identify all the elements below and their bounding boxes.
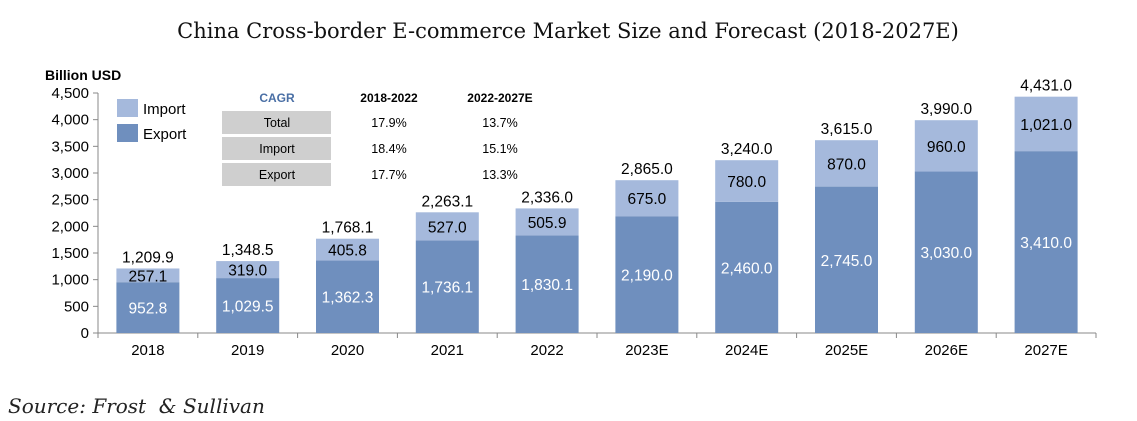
legend-label-export: Export — [143, 126, 187, 143]
data-label-total: 3,615.0 — [821, 121, 873, 138]
y-tick-label: 3,500 — [51, 138, 89, 155]
bar-export — [216, 278, 280, 333]
data-label-total: 1,209.9 — [122, 249, 174, 266]
cagr-column-header: 2022-2027E — [467, 91, 532, 105]
data-label-import: 319.0 — [228, 263, 267, 280]
x-tick-label: 2026E — [925, 342, 968, 359]
bar-import — [914, 120, 978, 172]
bar-import — [815, 140, 878, 187]
data-label-import: 870.0 — [827, 156, 866, 173]
data-label-export: 1,029.5 — [222, 299, 274, 316]
cagr-cell: 17.9% — [371, 116, 406, 130]
data-label-export: 2,460.0 — [721, 260, 773, 277]
cagr-row-label: Total — [264, 116, 290, 130]
cagr-table: CAGR 2018-2022 2022-2027E Total 17.9% 13… — [222, 91, 533, 186]
bar-import — [715, 160, 779, 202]
data-label-total: 2,865.0 — [621, 161, 673, 178]
bar-import — [116, 268, 180, 283]
data-label-export: 1,362.3 — [322, 290, 374, 307]
data-label-total: 4,431.0 — [1020, 78, 1072, 95]
x-tick-label: 2019 — [231, 342, 264, 359]
data-label-export: 3,410.0 — [1020, 235, 1072, 252]
data-label-export: 2,745.0 — [821, 253, 873, 270]
x-tick-label: 2024E — [725, 342, 768, 359]
legend-swatch-export — [117, 124, 138, 142]
chart-title: China Cross-border E-commerce Market Siz… — [177, 19, 959, 43]
data-label-import: 405.8 — [328, 243, 367, 260]
y-tick-label: 500 — [64, 298, 89, 315]
legend-swatch-import — [117, 99, 138, 117]
bar-import — [615, 180, 679, 217]
data-label-total: 3,240.0 — [721, 141, 773, 158]
legend: Import Export — [117, 99, 187, 143]
cagr-row-label-bg — [222, 111, 331, 134]
data-label-export: 3,030.0 — [920, 245, 972, 262]
bar-export — [116, 282, 180, 333]
bar-export — [815, 186, 878, 333]
data-label-total: 1,348.5 — [222, 242, 274, 259]
x-tick-label: 2023E — [625, 342, 668, 359]
data-label-export: 2,190.0 — [621, 268, 673, 285]
y-tick-label: 2,000 — [51, 218, 89, 235]
bar-export — [316, 260, 379, 333]
bars: 952.8 257.1 1,209.9 1,029.5 319.0 1,348.5 1,36… — [116, 78, 1078, 333]
cagr-cell: 15.1% — [482, 142, 517, 156]
x-tick-label: 2027E — [1024, 342, 1067, 359]
y-tick-label: 0 — [81, 325, 89, 342]
bar-export — [515, 235, 579, 333]
bar-import — [1014, 96, 1078, 152]
bar-import — [216, 261, 280, 279]
y-axis: 0 500 1,000 1,500 2,000 2,500 3,000 3,500 4,000 4… — [51, 85, 99, 342]
bar-export — [415, 240, 479, 333]
cagr-row-label-bg — [222, 137, 331, 160]
bar-export — [1014, 151, 1078, 333]
data-label-total: 3,990.0 — [920, 101, 972, 118]
bar-export — [715, 201, 779, 333]
x-tick-label: 2022 — [530, 342, 563, 359]
data-label-export: 952.8 — [129, 301, 168, 318]
cagr-column-header: 2018-2022 — [360, 91, 418, 105]
source-note: Source: Frost & Sullivan — [8, 394, 265, 418]
data-label-import: 527.0 — [428, 219, 467, 236]
cagr-title: CAGR — [259, 91, 295, 105]
data-label-import: 960.0 — [927, 139, 966, 156]
data-label-total: 2,336.0 — [521, 189, 573, 206]
y-tick-label: 4,500 — [51, 85, 89, 102]
x-tick-label: 2018 — [131, 342, 164, 359]
bar-import — [316, 238, 379, 261]
y-tick-label: 3,000 — [51, 165, 89, 182]
y-tick-label: 2,500 — [51, 192, 89, 209]
x-tick-label: 2021 — [431, 342, 464, 359]
data-label-export: 1,736.1 — [421, 280, 473, 297]
data-label-import: 257.1 — [129, 268, 168, 285]
bar-export — [615, 216, 679, 333]
cagr-cell: 13.3% — [482, 168, 517, 182]
data-label-total: 2,263.1 — [421, 193, 473, 210]
x-tick-label: 2025E — [825, 342, 868, 359]
bar-import — [415, 212, 479, 241]
y-tick-label: 1,000 — [51, 272, 89, 289]
y-axis-label: Billion USD — [45, 67, 121, 83]
bar-export — [914, 171, 978, 333]
legend-label-import: Import — [143, 101, 186, 118]
data-label-import: 505.9 — [528, 215, 567, 232]
data-label-total: 1,768.1 — [322, 220, 374, 237]
y-tick-label: 1,500 — [51, 245, 89, 262]
data-label-import: 1,021.0 — [1020, 117, 1072, 134]
data-label-import: 675.0 — [628, 191, 667, 208]
cagr-row-label-bg — [222, 163, 331, 186]
data-label-import: 780.0 — [727, 174, 766, 191]
bar-import — [515, 208, 579, 236]
cagr-cell: 17.7% — [371, 168, 406, 182]
cagr-row-label: Import — [259, 142, 295, 156]
x-axis: 2018 2019 2020 2021 2022 2023E 2024E 2025E 2026E… — [97, 332, 1097, 359]
cagr-cell: 18.4% — [371, 142, 406, 156]
cagr-row-label: Export — [259, 168, 296, 182]
cagr-cell: 13.7% — [482, 116, 517, 130]
y-tick-label: 4,000 — [51, 112, 89, 129]
x-tick-label: 2020 — [331, 342, 364, 359]
data-label-export: 1,830.1 — [521, 277, 573, 294]
